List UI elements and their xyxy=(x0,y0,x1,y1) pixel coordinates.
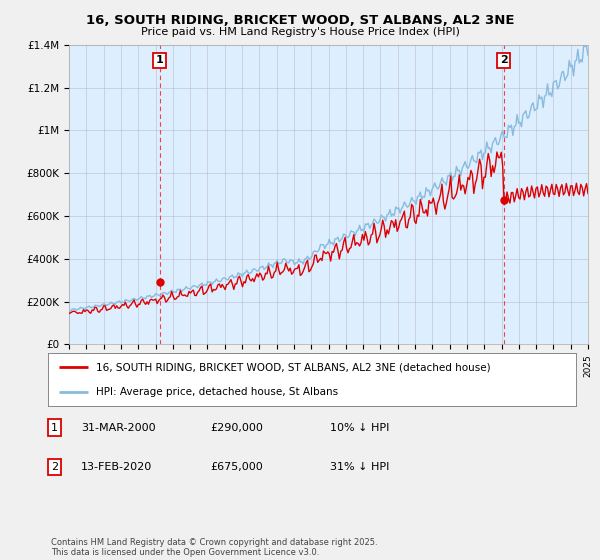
Text: 10% ↓ HPI: 10% ↓ HPI xyxy=(330,423,389,433)
Text: Contains HM Land Registry data © Crown copyright and database right 2025.
This d: Contains HM Land Registry data © Crown c… xyxy=(51,538,377,557)
Text: Price paid vs. HM Land Registry's House Price Index (HPI): Price paid vs. HM Land Registry's House … xyxy=(140,27,460,37)
Text: 16, SOUTH RIDING, BRICKET WOOD, ST ALBANS, AL2 3NE: 16, SOUTH RIDING, BRICKET WOOD, ST ALBAN… xyxy=(86,14,514,27)
Text: £290,000: £290,000 xyxy=(210,423,263,433)
Text: 1: 1 xyxy=(51,423,58,433)
Text: 31-MAR-2000: 31-MAR-2000 xyxy=(81,423,155,433)
Text: 16, SOUTH RIDING, BRICKET WOOD, ST ALBANS, AL2 3NE (detached house): 16, SOUTH RIDING, BRICKET WOOD, ST ALBAN… xyxy=(95,362,490,372)
Text: 2: 2 xyxy=(500,55,508,66)
Text: 13-FEB-2020: 13-FEB-2020 xyxy=(81,462,152,472)
Text: 1: 1 xyxy=(156,55,164,66)
Text: 2: 2 xyxy=(51,462,58,472)
Text: HPI: Average price, detached house, St Albans: HPI: Average price, detached house, St A… xyxy=(95,386,338,396)
Text: £675,000: £675,000 xyxy=(210,462,263,472)
Text: 31% ↓ HPI: 31% ↓ HPI xyxy=(330,462,389,472)
